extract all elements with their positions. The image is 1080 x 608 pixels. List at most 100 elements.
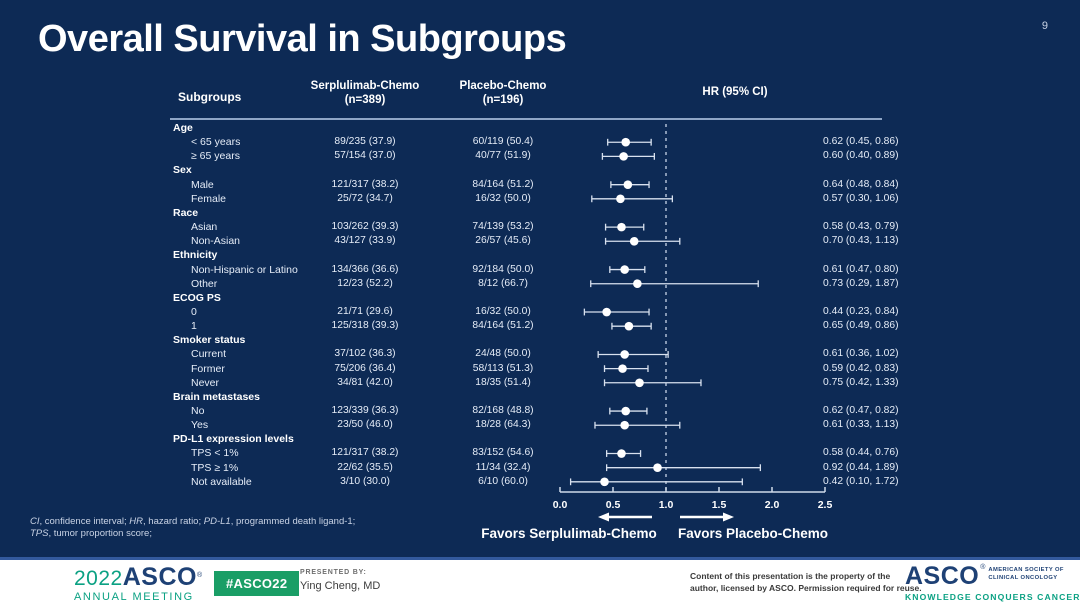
subgroup-row: Yes 23/50 (46.0) 18/28 (64.3) 0.61 (0.33, 1… <box>0 418 1080 432</box>
placebo-value: 92/184 (50.0) <box>472 263 534 275</box>
favors-right-arrowhead <box>723 512 734 522</box>
copyright-disclaimer: Content of this presentation is the prop… <box>690 570 922 595</box>
row-label: TPS < 1% <box>191 447 239 460</box>
placebo-value: 40/77 (51.9) <box>475 150 531 162</box>
group-header-row: Smoker status <box>0 333 1080 347</box>
column-header-placebo-line2: (n=196) <box>482 94 524 106</box>
subgroup-row: Female 25/72 (34.7) 16/32 (50.0) 0.57 (0.30… <box>0 192 1080 206</box>
group-header-row: Age <box>0 121 1080 135</box>
row-label: TPS ≥ 1% <box>191 461 239 474</box>
hr-ci-value: 0.70 (0.43, 1.13) <box>823 235 899 247</box>
placebo-value: 8/12 (66.7) <box>478 277 528 289</box>
hr-ci-value: 0.64 (0.48, 0.84) <box>823 178 899 190</box>
serplulimab-value: 43/127 (33.9) <box>334 235 396 247</box>
presented-by-label: PRESENTED BY: <box>300 569 367 576</box>
serplulimab-value: 134/366 (36.6) <box>331 263 399 275</box>
placebo-value: 24/48 (50.0) <box>475 348 531 360</box>
column-header-subgroups: Subgroups <box>178 90 242 104</box>
presenter-name: Ying Cheng, MD <box>300 580 381 592</box>
row-label: Male <box>191 178 214 191</box>
subgroup-row: < 65 years 89/235 (37.9) 60/119 (50.4) 0.62… <box>0 135 1080 149</box>
row-label: Non-Asian <box>191 235 241 248</box>
subgroup-row: Current 37/102 (36.3) 24/48 (50.0) 0.61 (0.… <box>0 347 1080 361</box>
hr-ci-value: 0.61 (0.47, 0.80) <box>823 263 899 275</box>
slide-footer: 2022 ASCO ® ANNUAL MEETING #ASCO22 PRESE… <box>0 557 1080 608</box>
serplulimab-value: 125/318 (39.3) <box>331 320 399 332</box>
meeting-subtitle: ANNUAL MEETING <box>74 591 194 603</box>
row-label: Female <box>191 192 227 205</box>
subgroup-row: ≥ 65 years 57/154 (37.0) 40/77 (51.9) 0.60 … <box>0 149 1080 163</box>
placebo-value: 26/57 (45.6) <box>475 235 531 247</box>
group-header-row: Sex <box>0 163 1080 177</box>
subgroup-row: Male 121/317 (38.2) 84/164 (51.2) 0.64 (0.4… <box>0 178 1080 192</box>
hr-ci-value: 0.61 (0.33, 1.13) <box>823 419 899 431</box>
header-divider <box>170 118 882 120</box>
row-label: Asian <box>191 221 218 234</box>
registered-mark-icon: ® <box>980 564 986 571</box>
serplulimab-value: 121/317 (38.2) <box>331 447 399 459</box>
serplulimab-value: 37/102 (36.3) <box>334 348 396 360</box>
society-name: AMERICAN SOCIETY OF CLINICAL ONCOLOGY <box>988 567 1064 581</box>
row-label: Non-Hispanic or Latino <box>191 263 298 276</box>
meeting-asco-wordmark: ASCO <box>122 563 197 591</box>
row-label: 0 <box>191 305 197 318</box>
copyright-disclaimer-line2: author, licensed by ASCO. Permission req… <box>690 583 922 594</box>
serplulimab-value: 23/50 (46.0) <box>337 419 393 431</box>
placebo-value: 74/139 (53.2) <box>472 221 534 233</box>
page-number: 9 <box>1041 20 1048 32</box>
serplulimab-value: 21/71 (29.6) <box>337 305 393 317</box>
hr-ci-value: 0.61 (0.36, 1.02) <box>823 348 899 360</box>
row-label: Current <box>191 348 227 361</box>
serplulimab-value: 57/154 (37.0) <box>334 150 396 162</box>
serplulimab-value: 121/317 (38.2) <box>331 178 399 190</box>
placebo-value: 83/152 (54.6) <box>472 447 534 459</box>
favors-left-label: Favors Serplulimab-Chemo <box>481 526 657 541</box>
asco-annual-meeting-logo: 2022 ASCO ® ANNUAL MEETING <box>74 565 202 603</box>
row-label: No <box>191 405 205 417</box>
serplulimab-value: 22/62 (35.5) <box>337 461 393 473</box>
group-header-row: PD-L1 expression levels <box>0 432 1080 446</box>
footnote-line: CI, confidence interval; HR, hazard rati… <box>30 516 356 527</box>
favors-left-arrowhead <box>598 512 609 522</box>
placebo-value: 16/32 (50.0) <box>475 305 531 317</box>
subgroup-row: Never 34/81 (42.0) 18/35 (51.4) 0.75 (0.42,… <box>0 376 1080 390</box>
serplulimab-value: 123/339 (36.3) <box>331 405 399 416</box>
x-axis-tick-label: 2.5 <box>818 499 833 511</box>
row-label: Former <box>191 362 225 375</box>
placebo-value: 18/35 (51.4) <box>475 376 531 388</box>
hr-ci-value: 0.42 (0.10, 1.72) <box>823 475 899 487</box>
row-label: Ethnicity <box>173 249 218 262</box>
hr-ci-value: 0.58 (0.43, 0.79) <box>823 221 899 233</box>
copyright-disclaimer-line1: Content of this presentation is the prop… <box>690 571 891 581</box>
column-header-placebo: Placebo-Chemo (n=196) <box>428 79 578 107</box>
placebo-value: 16/32 (50.0) <box>475 192 531 204</box>
asco-society-logo: ASCO ® AMERICAN SOCIETY OF CLINICAL ONCO… <box>905 564 1080 603</box>
registered-mark-icon: ® <box>196 572 203 579</box>
row-label: Not available <box>191 475 252 488</box>
serplulimab-value: 25/72 (34.7) <box>337 192 393 204</box>
serplulimab-value: 103/262 (39.3) <box>331 221 399 233</box>
row-label: Yes <box>191 419 209 432</box>
placebo-value: 84/164 (51.2) <box>472 178 534 190</box>
placebo-value: 11/34 (32.4) <box>475 461 531 473</box>
serplulimab-value: 89/235 (37.9) <box>334 136 396 148</box>
page-title: Overall Survival in Subgroups <box>38 18 567 60</box>
subgroup-row: Asian 103/262 (39.3) 74/139 (53.2) 0.58 (0.… <box>0 220 1080 234</box>
group-header-row: Race <box>0 206 1080 220</box>
presented-by-block: PRESENTED BY: Ying Cheng, MD <box>300 569 380 592</box>
hr-ci-value: 0.75 (0.42, 1.33) <box>823 376 899 388</box>
hr-ci-value: 0.57 (0.30, 1.06) <box>823 192 899 204</box>
hr-ci-value: 0.59 (0.42, 0.83) <box>823 362 899 374</box>
subgroup-row: Not available 3/10 (30.0) 6/10 (60.0) 0.42 … <box>0 475 1080 489</box>
subgroup-row: TPS ≥ 1% 22/62 (35.5) 11/34 (32.4) 0.92 (0.… <box>0 461 1080 475</box>
subgroup-row: Non-Asian 43/127 (33.9) 26/57 (45.6) 0.70 (… <box>0 234 1080 248</box>
row-label: ECOG PS <box>173 291 221 304</box>
column-header-serplulimab: Serplulimab-Chemo (n=389) <box>290 79 440 107</box>
column-header-serplulimab-line2: (n=389) <box>344 94 386 106</box>
x-axis-tick-label: 0.5 <box>606 499 621 511</box>
x-axis-tick-label: 2.0 <box>765 499 780 511</box>
subgroup-row: No 123/339 (36.3) 82/168 (48.8) 0.62 (0.47,… <box>0 404 1080 418</box>
x-axis-tick-label: 1.0 <box>659 499 674 511</box>
row-label: Sex <box>173 164 192 177</box>
hr-ci-value: 0.62 (0.45, 0.86) <box>823 136 899 148</box>
